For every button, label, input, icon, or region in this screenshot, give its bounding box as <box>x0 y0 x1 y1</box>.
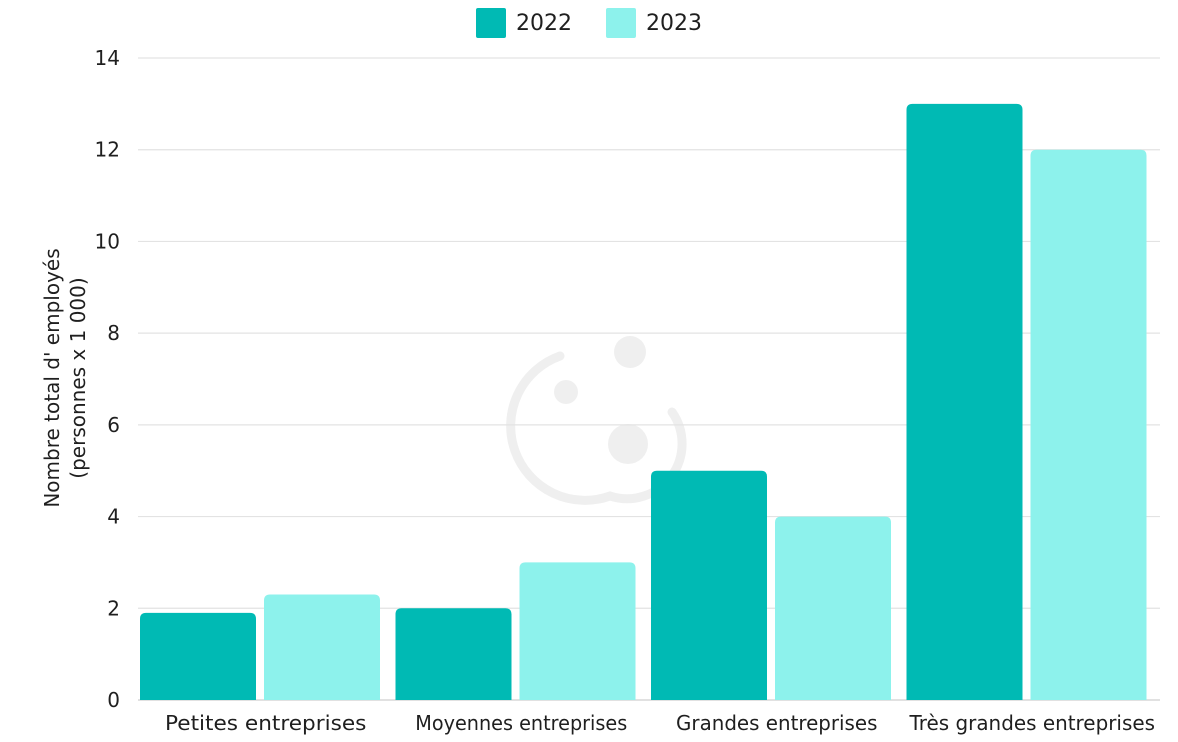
bar-2022-1 <box>395 608 512 700</box>
legend-item-2022: 2022 <box>476 8 572 38</box>
legend-swatch-2023 <box>606 8 636 38</box>
legend: 2022 2023 <box>0 8 1178 38</box>
watermark-dot <box>554 380 578 404</box>
y-tick-label: 6 <box>107 413 120 437</box>
watermark-logo <box>506 336 687 505</box>
y-axis-ticks: 0 2 4 6 8 10 12 14 <box>95 46 120 712</box>
y-tick-label: 2 <box>107 596 120 620</box>
x-axis-categories: Petites entreprises Moyennes entreprises G… <box>165 711 1155 735</box>
bar-2022-0 <box>140 612 256 700</box>
watermark-dot <box>608 424 648 464</box>
y-tick-label: 12 <box>95 138 120 162</box>
x-category-label: Moyennes entreprises <box>415 711 627 735</box>
y-tick-label: 14 <box>95 46 120 70</box>
bar-2023-3 <box>1030 149 1147 700</box>
y-tick-label: 0 <box>107 688 120 712</box>
legend-swatch-2022 <box>476 8 506 38</box>
watermark-dot <box>614 336 646 368</box>
y-tick-label: 4 <box>107 505 120 529</box>
watermark-arc <box>506 351 687 505</box>
bar-2022-2 <box>651 470 767 700</box>
bar-2023-1 <box>519 562 636 700</box>
bar-2023-0 <box>264 594 380 700</box>
bars <box>140 103 1147 701</box>
bar-2023-2 <box>775 516 891 700</box>
y-tick-label: 8 <box>107 321 120 345</box>
x-category-label: Petites entreprises <box>165 711 366 735</box>
bar-2022-3 <box>906 103 1023 701</box>
x-category-label: Grandes entreprises <box>676 711 877 735</box>
legend-label-2023: 2023 <box>646 10 702 36</box>
legend-item-2023: 2023 <box>606 8 702 38</box>
x-category-label: Très grandes entreprises <box>909 711 1155 735</box>
legend-label-2022: 2022 <box>516 10 572 36</box>
y-tick-label: 10 <box>95 229 120 253</box>
